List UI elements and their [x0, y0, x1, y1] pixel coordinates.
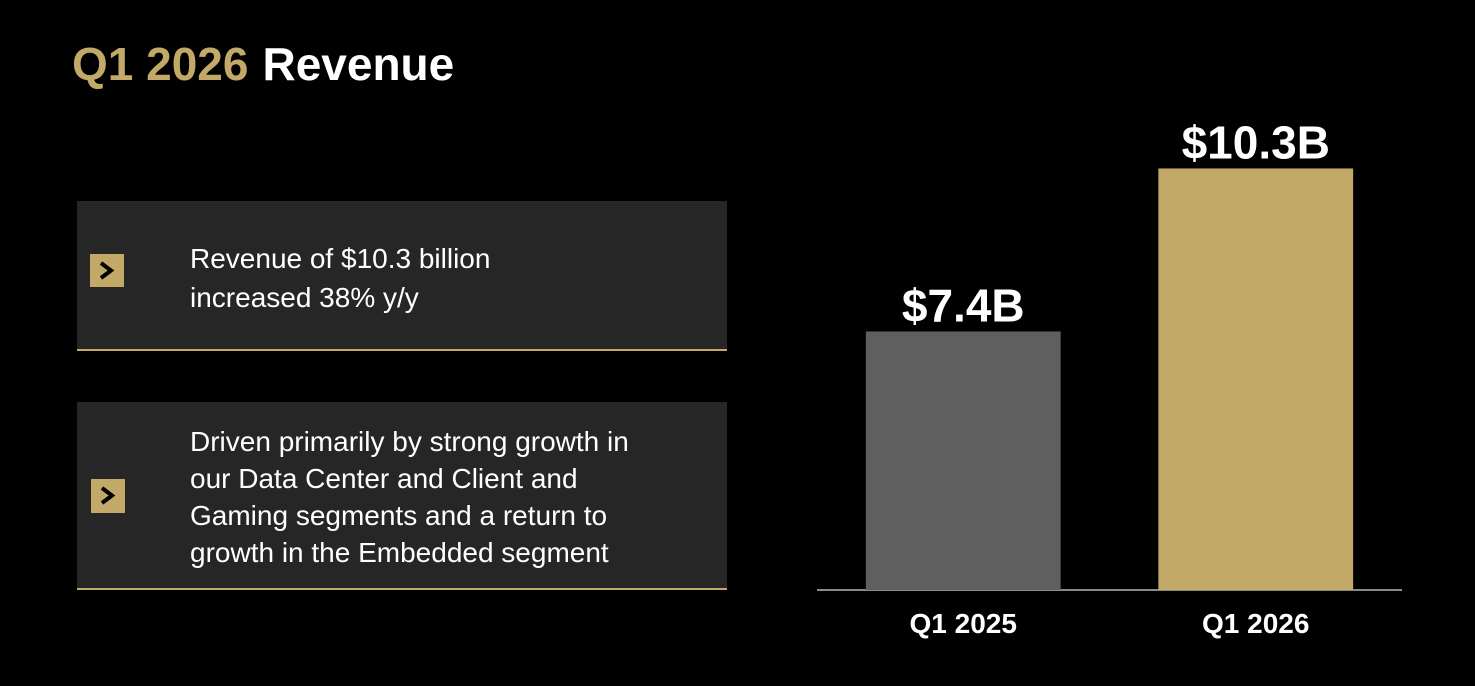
bullet-text: our Data Center and Client and: [190, 463, 578, 494]
title: Q1 2026 Revenue: [72, 38, 454, 90]
bullet-text: Revenue of $10.3 billion: [190, 243, 490, 274]
value-label: $7.4B: [902, 279, 1025, 331]
value-label: $10.3B: [1182, 116, 1330, 168]
bullet-text: Gaming segments and a return to: [190, 500, 607, 531]
title-rest: Revenue: [262, 38, 454, 90]
bullet-text: Driven primarily by strong growth in: [190, 426, 629, 457]
x-tick-label: Q1 2026: [1202, 608, 1309, 639]
chevron: [99, 261, 115, 280]
bullet-text: growth in the Embedded segment: [190, 537, 609, 568]
bullet-icon: [90, 254, 124, 287]
bullet-box: [77, 201, 727, 350]
bar: [1158, 168, 1354, 590]
bullet-box: [77, 402, 727, 589]
title-highlight: Q1 2026: [72, 38, 248, 90]
bullet-text: increased 38% y/y: [190, 282, 419, 313]
x-tick-label: Q1 2025: [910, 608, 1017, 639]
chevron: [100, 486, 116, 505]
bar: [865, 331, 1061, 590]
